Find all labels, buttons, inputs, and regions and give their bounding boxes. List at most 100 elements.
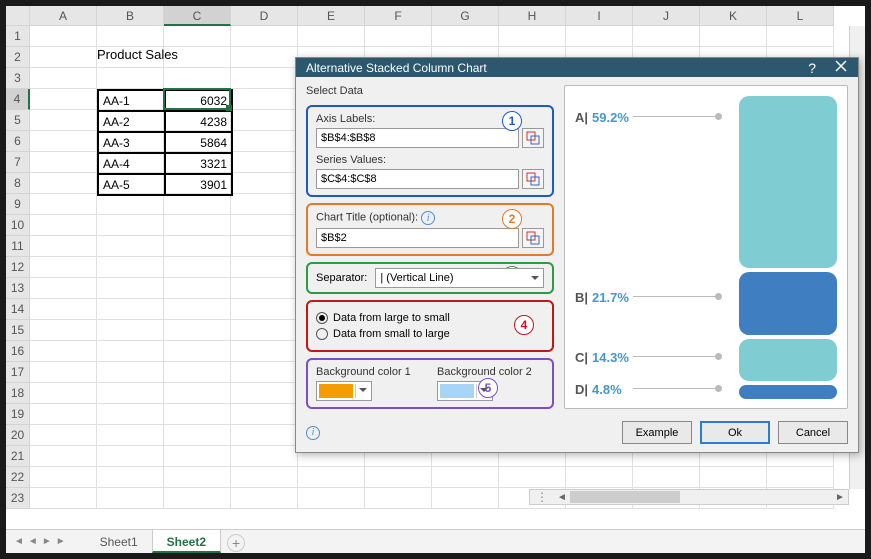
row-header[interactable]: 13 (6, 278, 30, 299)
cell-title[interactable]: Product Sales (97, 47, 178, 62)
cell[interactable] (97, 215, 164, 236)
cell[interactable]: AA-4 (98, 153, 165, 174)
col-header[interactable]: D (231, 6, 298, 26)
col-header[interactable]: G (432, 6, 499, 26)
cell[interactable] (30, 89, 97, 110)
row-header[interactable]: 1 (6, 26, 30, 47)
tab-prev-icon[interactable]: ◄ (28, 536, 38, 547)
cell[interactable] (30, 488, 97, 509)
horizontal-scrollbar[interactable]: ⋮ ◄ ► (529, 489, 849, 505)
cell[interactable]: 5864 (165, 132, 232, 153)
cell[interactable] (164, 278, 231, 299)
row-header[interactable]: 22 (6, 467, 30, 488)
cell[interactable]: AA-3 (98, 132, 165, 153)
cell[interactable] (633, 26, 700, 47)
radio-large-to-small[interactable]: Data from large to small (316, 312, 544, 324)
cell[interactable]: AA-5 (98, 174, 165, 195)
row-header[interactable]: 14 (6, 299, 30, 320)
cell[interactable] (231, 278, 298, 299)
cell[interactable] (97, 488, 164, 509)
cell[interactable] (231, 425, 298, 446)
cell[interactable] (231, 110, 298, 131)
cell[interactable] (97, 236, 164, 257)
range-picker-icon[interactable] (522, 228, 544, 248)
cell[interactable] (231, 257, 298, 278)
cell[interactable] (30, 215, 97, 236)
cell[interactable] (30, 446, 97, 467)
cell[interactable] (231, 215, 298, 236)
cell[interactable] (30, 194, 97, 215)
cell[interactable] (231, 383, 298, 404)
cell[interactable] (164, 257, 231, 278)
col-header[interactable]: B (97, 6, 164, 26)
scroll-left-icon[interactable]: ◄ (554, 492, 570, 503)
cell[interactable] (164, 341, 231, 362)
cell[interactable] (30, 341, 97, 362)
row-header[interactable]: 4 (6, 89, 30, 110)
cell[interactable] (97, 278, 164, 299)
row-header[interactable]: 15 (6, 320, 30, 341)
cell[interactable] (231, 404, 298, 425)
scroll-grip-icon[interactable]: ⋮ (530, 490, 554, 504)
col-header[interactable]: C (164, 6, 231, 26)
col-header[interactable]: H (499, 6, 566, 26)
tab-sheet2[interactable]: Sheet2 (152, 529, 221, 553)
cell[interactable] (30, 47, 97, 68)
cell[interactable]: 4238 (165, 111, 232, 132)
cancel-button[interactable]: Cancel (778, 421, 848, 444)
cell[interactable] (231, 236, 298, 257)
tab-next-icon[interactable]: ► (42, 536, 52, 547)
row-header[interactable]: 7 (6, 152, 30, 173)
cell[interactable] (231, 47, 298, 68)
row-header[interactable]: 10 (6, 215, 30, 236)
bg-color-2-select[interactable] (437, 381, 493, 401)
cell[interactable] (164, 299, 231, 320)
cell[interactable] (97, 467, 164, 488)
col-header[interactable]: L (767, 6, 834, 26)
cell[interactable]: AA-2 (98, 111, 165, 132)
dialog-titlebar[interactable]: Alternative Stacked Column Chart ? (296, 58, 858, 77)
row-header[interactable]: 17 (6, 362, 30, 383)
row-header[interactable]: 18 (6, 383, 30, 404)
cell[interactable] (231, 341, 298, 362)
cell[interactable] (30, 236, 97, 257)
cell[interactable] (97, 299, 164, 320)
scroll-thumb[interactable] (570, 491, 680, 503)
cell[interactable] (231, 68, 298, 89)
cell[interactable] (231, 173, 298, 194)
col-header[interactable]: I (566, 6, 633, 26)
cell[interactable] (231, 89, 298, 110)
row-header[interactable]: 9 (6, 194, 30, 215)
cell[interactable] (30, 257, 97, 278)
cell[interactable] (164, 362, 231, 383)
range-picker-icon[interactable] (522, 169, 544, 189)
help-icon[interactable]: ? (808, 60, 816, 76)
col-header[interactable]: J (633, 6, 700, 26)
radio-small-to-large[interactable]: Data from small to large (316, 328, 544, 340)
cell[interactable] (30, 110, 97, 131)
row-header[interactable]: 16 (6, 341, 30, 362)
cell[interactable] (432, 26, 499, 47)
row-header[interactable]: 21 (6, 446, 30, 467)
cell[interactable] (499, 467, 566, 488)
cell[interactable] (365, 467, 432, 488)
axis-labels-input[interactable]: $B$4:$B$8 (316, 128, 519, 148)
cell[interactable] (97, 320, 164, 341)
cell[interactable] (30, 425, 97, 446)
cell[interactable] (365, 488, 432, 509)
cell[interactable] (298, 488, 365, 509)
cell[interactable] (97, 341, 164, 362)
cell[interactable] (97, 194, 164, 215)
cell[interactable] (767, 467, 834, 488)
cell[interactable] (164, 467, 231, 488)
cell[interactable] (30, 131, 97, 152)
cell[interactable] (231, 131, 298, 152)
close-icon[interactable] (834, 59, 848, 76)
cell[interactable] (97, 425, 164, 446)
row-header[interactable]: 19 (6, 404, 30, 425)
add-sheet-button[interactable]: + (227, 534, 245, 552)
cell[interactable] (164, 446, 231, 467)
cell[interactable] (30, 26, 97, 47)
cell[interactable] (499, 26, 566, 47)
cell[interactable] (164, 236, 231, 257)
